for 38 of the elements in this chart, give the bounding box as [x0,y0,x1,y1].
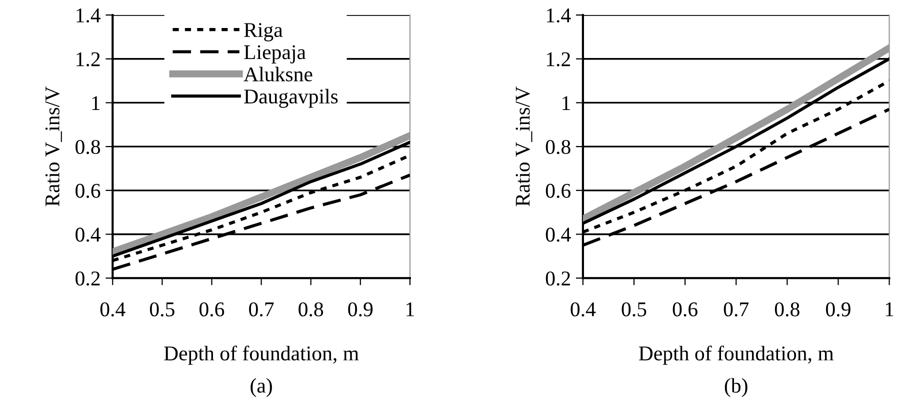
x-tick-label: 0.6 [672,302,698,316]
y-axis-title: Ratio V_ins/V [45,86,62,206]
x-tick-label: 0.5 [622,302,646,316]
x-tick-label: 0.4 [570,302,596,316]
legend-label: Aluksne [244,66,312,82]
x-tick-label: 1 [886,302,894,316]
y-tick-label: 1.2 [546,52,570,66]
x-tick-label: 0.4 [100,302,126,316]
y-tick-label: 0.4 [546,228,571,242]
y-tick-label: 1 [92,96,100,110]
x-axis-title: Depth of foundation, m [164,346,359,365]
text: (b) [724,378,748,397]
x-tick-label: 0.5 [150,302,174,316]
y-tick-label: 1.4 [76,8,100,23]
y-tick-label: 0.2 [76,271,100,286]
legend-label: Riga [244,23,283,42]
legend-label: Liepaja [244,45,306,64]
x-tick-label: 0.7 [249,302,274,316]
text: (a) [250,378,272,397]
y-tick-label: 0.6 [76,184,100,198]
y-tick-label: 0.2 [546,271,570,286]
y-tick-label: 1.4 [546,8,571,23]
x-tick-label: 0.8 [774,302,800,316]
y-tick-label: 0.6 [546,184,571,198]
y-tick-label: 0.4 [76,228,100,242]
x-tick-label: 0.6 [200,302,224,316]
x-tick-label: 0.9 [348,302,373,316]
y-tick-label: 1 [562,96,570,110]
y-tick-label: 0.8 [546,140,570,154]
x-tick-label: 1 [406,302,414,316]
x-tick-label: 0.7 [724,302,749,316]
x-axis-title: Depth of foundation, m [638,346,834,365]
y-tick-label: 0.8 [76,140,100,154]
x-tick-label: 0.9 [826,302,850,316]
x-tick-label: 0.8 [298,302,324,316]
y-axis-title: Ratio V_ins/V [516,86,532,206]
y-tick-label: 1.2 [76,52,100,66]
legend-label: Daugavpils [244,88,338,108]
